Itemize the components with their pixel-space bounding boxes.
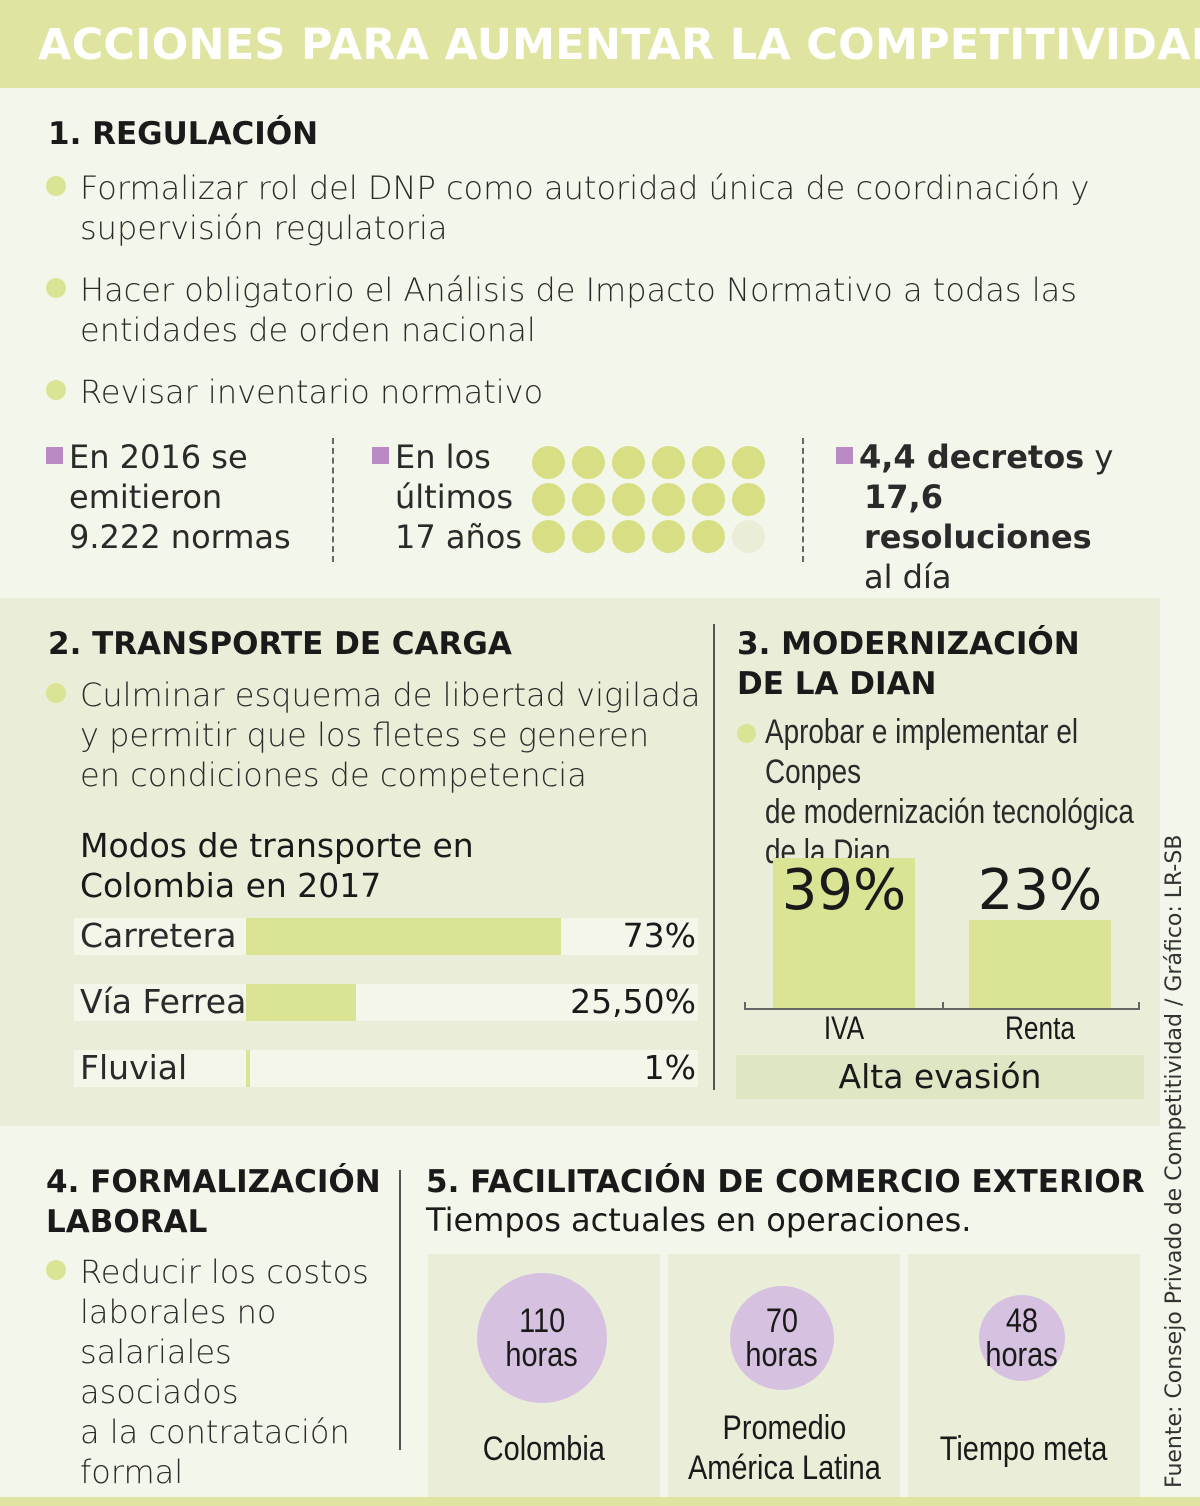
section-dian-title-line2: DE LA DIAN (737, 666, 937, 702)
evasion-chart: 39% IVA 23% Renta (744, 850, 1140, 1050)
bar-track (74, 984, 698, 1021)
section-formalizacion-title-line1: 4. FORMALIZACIÓN (46, 1164, 381, 1200)
year-dot (612, 520, 645, 553)
time-card-label: Promedio América Latina (687, 1409, 881, 1487)
page-title: ACCIONES PARA AUMENTAR LA COMPETITIVIDAD (38, 20, 1200, 70)
transport-modes-chart: Carretera 73% Vía Ferrea 25,50% Fluvial 1% (74, 916, 698, 1088)
bar-category-label: Fluvial (80, 1048, 188, 1087)
column-category-label: IVA (823, 1010, 865, 1046)
bar-value-label: 1% (643, 1048, 696, 1087)
year-dot (532, 483, 565, 516)
time-card-label: Colombia (482, 1430, 606, 1468)
dian-bullet: Aprobar e implementar el Conpes de moder… (737, 712, 1157, 871)
bar-track (74, 1050, 698, 1087)
bar-2 (246, 1050, 251, 1087)
year-dot (652, 483, 685, 516)
time-card-meta: 48 horas Tiempo meta (908, 1254, 1140, 1497)
year-dot (692, 483, 725, 516)
year-dot (652, 520, 685, 553)
year-dot (612, 446, 645, 479)
footer-band (0, 1497, 1200, 1506)
regulacion-bullet-2: Hacer obligatorio el Análisis de Impacto… (46, 270, 1146, 354)
year-dot (732, 446, 765, 479)
year-dot (572, 483, 605, 516)
bullet-dot-icon (46, 380, 66, 400)
axis-tick (744, 1002, 746, 1010)
year-dot (652, 446, 685, 479)
years-dot-grid (530, 444, 770, 554)
section-regulacion-title: 1. REGULACIÓN (48, 116, 319, 152)
comercio-subtitle: Tiempos actuales en operaciones. (426, 1201, 972, 1239)
transport-chart-title: Modos de transporte en Colombia en 2017 (80, 826, 474, 905)
bar-1 (246, 984, 357, 1021)
section-formalizacion-title-line2: LABORAL (46, 1204, 208, 1240)
year-dot (532, 520, 565, 553)
hours-circle: 110 horas (477, 1273, 607, 1403)
stat-decretos-resoluciones: 4,4 decretos y 17,6 resoluciones al día (836, 437, 1166, 597)
year-dot (572, 446, 605, 479)
regulacion-bullet-3: Revisar inventario normativo (46, 372, 1146, 414)
bullet-dot-icon (737, 724, 756, 743)
bar-category-label: Vía Ferrea (80, 982, 247, 1021)
section-dian-title-line1: 3. MODERNIZACIÓN (737, 626, 1080, 662)
year-dot (732, 483, 765, 516)
column-value-label: 23% (977, 858, 1103, 923)
column-renta (969, 919, 1111, 1008)
column-category-label: Renta (1004, 1010, 1076, 1046)
divider (713, 624, 715, 1090)
bar-category-label: Carretera (80, 916, 237, 955)
column-iva (773, 858, 915, 1008)
bullet-dot-icon (46, 176, 66, 196)
stat-ultimos-17-anos: En los últimos 17 años (372, 437, 532, 557)
source-credit: Fuente: Consejo Privado de Competitivida… (1162, 834, 1187, 1488)
year-dot (692, 520, 725, 553)
hours-circle: 70 horas (730, 1286, 834, 1390)
time-card-label: Tiempo meta (940, 1430, 1108, 1468)
year-dot (572, 520, 605, 553)
section-comercio-title: 5. FACILITACIÓN DE COMERCIO EXTERIOR (426, 1164, 1145, 1200)
stat-normas-2016: En 2016 se emitieron 9.222 normas (46, 437, 326, 557)
year-dot (532, 446, 565, 479)
bullet-dot-icon (46, 1260, 66, 1280)
time-card-colombia: 110 horas Colombia (428, 1254, 660, 1497)
square-bullet-icon (836, 447, 853, 464)
bullet-dot-icon (46, 278, 66, 298)
bar-0 (246, 918, 562, 955)
year-dot (692, 446, 725, 479)
time-card-america-latina: 70 horas Promedio América Latina (668, 1254, 900, 1497)
year-dot (732, 520, 765, 553)
section-transporte-title: 2. TRANSPORTE DE CARGA (48, 626, 512, 662)
year-dot (612, 483, 645, 516)
header-band (0, 0, 1200, 88)
transporte-bullet: Culminar esquema de libertad vigilada y … (46, 675, 706, 799)
bullet-dot-icon (46, 683, 66, 703)
regulacion-bullet-1: Formalizar rol del DNP como autoridad ún… (46, 168, 1146, 252)
column-value-label: 39% (781, 858, 907, 923)
divider (802, 438, 804, 562)
bar-value-label: 25,50% (570, 982, 696, 1021)
alta-evasion-label: Alta evasión (736, 1055, 1144, 1099)
divider (332, 438, 334, 562)
square-bullet-icon (372, 447, 389, 464)
divider (399, 1170, 401, 1450)
axis-tick (942, 1002, 944, 1010)
formalizacion-bullet: Reducir los costos laborales no salarial… (46, 1252, 396, 1491)
bar-value-label: 73% (622, 916, 696, 955)
middle-band (0, 598, 1160, 1126)
axis-tick (1138, 1002, 1140, 1010)
square-bullet-icon (46, 447, 63, 464)
hours-circle: 48 horas (979, 1295, 1065, 1381)
